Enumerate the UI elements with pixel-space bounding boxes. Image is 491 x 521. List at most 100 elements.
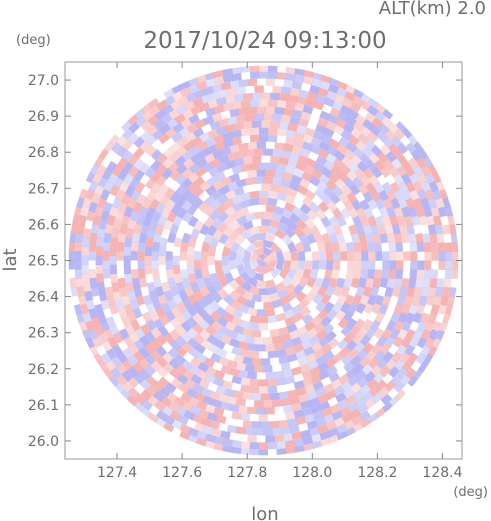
radar-cell (427, 312, 438, 324)
radar-cell (395, 269, 404, 280)
radar-cell (233, 354, 245, 364)
radar-cell (333, 251, 341, 261)
radar-cell (258, 197, 269, 205)
radar-cell (265, 279, 276, 289)
radar-cell (352, 389, 365, 401)
radar-cell (452, 260, 459, 271)
radar-cell (129, 299, 140, 311)
radar-cell (197, 362, 210, 373)
radar-cell (263, 301, 274, 310)
radar-cell (354, 396, 367, 408)
radar-cell (233, 186, 245, 196)
radar-cell (119, 286, 128, 298)
radar-cell (196, 400, 208, 411)
radar-cell (228, 290, 241, 302)
radar-cell (215, 385, 227, 395)
radar-cell (226, 424, 238, 434)
radar-cell (104, 286, 114, 297)
radar-cell (251, 155, 262, 164)
radar-cell (84, 337, 95, 350)
radar-cell (370, 145, 383, 157)
radar-cell (258, 134, 269, 142)
radar-cell (301, 339, 313, 350)
radar-cell (305, 157, 317, 169)
radar-cell (317, 201, 330, 213)
radar-cell (93, 155, 104, 168)
radar-cell (337, 338, 349, 351)
radar-cell (313, 447, 325, 456)
radar-cell (313, 100, 325, 111)
radar-cell (357, 133, 370, 145)
radar-cell (393, 173, 404, 185)
radar-cell (354, 318, 366, 330)
radar-cell (68, 228, 70, 239)
radar-cell (316, 329, 328, 341)
radar-cell (144, 342, 156, 355)
radar-cell (200, 387, 212, 398)
radar-cell (256, 344, 266, 352)
radar-cell (210, 352, 222, 364)
radar-cell (147, 412, 159, 424)
radar-cell (420, 197, 430, 209)
radar-cell (413, 286, 423, 298)
radar-cell (407, 375, 419, 388)
radar-cell (377, 224, 387, 235)
radar-cell (182, 109, 194, 120)
radar-cell (77, 295, 87, 306)
radar-cell (371, 117, 384, 129)
radar-cell (205, 324, 217, 336)
radar-cell (242, 356, 253, 365)
radar-cell (420, 312, 430, 324)
radar-cell (108, 122, 120, 135)
radar-cell (267, 442, 278, 450)
radar-cell (192, 301, 204, 313)
radar-cell (285, 136, 296, 146)
radar-cell (325, 285, 336, 298)
radar-cell (282, 143, 294, 153)
radar-cell (68, 260, 75, 270)
radar-cell (306, 390, 318, 401)
radar-cell (324, 241, 333, 252)
radar-cell (365, 349, 377, 362)
radar-cell (276, 377, 287, 386)
radar-cell (304, 449, 316, 456)
radar-cell (433, 215, 442, 226)
radar-cell (237, 341, 249, 350)
radar-cell (231, 129, 242, 139)
radar-cell (215, 414, 227, 424)
radar-cell (220, 81, 232, 91)
radar-cell (420, 286, 430, 298)
radar-cell (226, 396, 238, 405)
radar-cell (393, 381, 405, 393)
radar-cell (279, 215, 291, 226)
radar-cell (397, 328, 408, 340)
radar-cell (397, 197, 408, 210)
radar-cell (317, 87, 329, 98)
radar-cell (196, 352, 208, 364)
radar-cell (442, 224, 451, 235)
radar-cell (100, 210, 110, 222)
radar-cell (424, 189, 435, 201)
radar-cell (405, 367, 417, 380)
radar-cell (148, 219, 159, 231)
radar-cell (115, 374, 128, 386)
radar-cell (97, 148, 109, 160)
radar-cell (205, 373, 217, 384)
radar-cell (425, 215, 435, 226)
radar-cell (168, 108, 180, 120)
radar-cell (438, 260, 446, 270)
radar-cell (249, 190, 260, 199)
radar-cell (194, 343, 207, 355)
radar-cell (444, 242, 453, 253)
radar-cell (220, 334, 232, 345)
radar-cell (395, 242, 404, 252)
radar-cell (430, 206, 440, 218)
radar-cell (352, 333, 364, 345)
radar-cell (270, 456, 280, 464)
radar-cell (268, 250, 278, 261)
radar-cell (270, 267, 282, 279)
radar-cell (256, 106, 267, 114)
radar-cell (322, 444, 334, 455)
radar-cell (418, 215, 428, 226)
radar-cell (167, 161, 180, 173)
